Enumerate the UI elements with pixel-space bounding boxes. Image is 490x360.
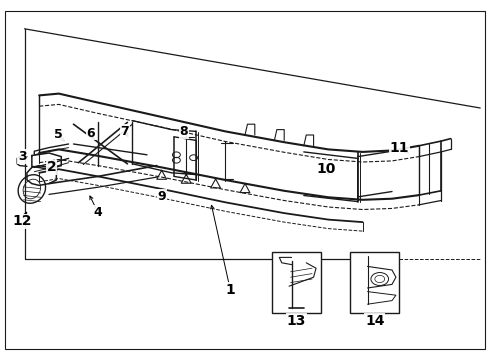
Text: 6: 6 bbox=[86, 127, 95, 140]
Text: 4: 4 bbox=[94, 206, 102, 219]
Text: 7: 7 bbox=[121, 125, 129, 138]
Text: 1: 1 bbox=[225, 283, 235, 297]
Text: 9: 9 bbox=[157, 190, 166, 203]
Text: 8: 8 bbox=[179, 125, 188, 138]
Bar bbox=[272, 252, 321, 313]
Text: 11: 11 bbox=[390, 141, 409, 154]
Text: 12: 12 bbox=[12, 215, 32, 228]
Bar bbox=[350, 252, 399, 313]
Text: 3: 3 bbox=[18, 150, 26, 163]
Text: 5: 5 bbox=[54, 129, 63, 141]
Text: 13: 13 bbox=[287, 314, 306, 328]
Text: 10: 10 bbox=[316, 162, 336, 176]
Text: 14: 14 bbox=[365, 314, 385, 328]
Text: 2: 2 bbox=[47, 161, 56, 174]
